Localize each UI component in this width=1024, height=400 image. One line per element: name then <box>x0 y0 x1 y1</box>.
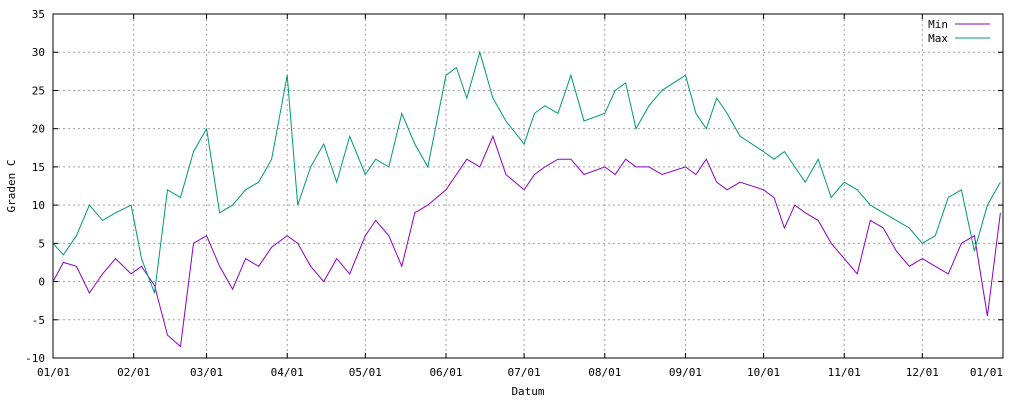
x-tick-label: 09/01 <box>669 366 702 379</box>
y-axis-ticks: -10 -5 0 5 10 15 20 25 30 35 <box>25 8 1003 365</box>
y-tick-label: 5 <box>38 237 45 250</box>
y-tick-label: 15 <box>32 161 45 174</box>
legend-label-max: Max <box>928 32 948 45</box>
y-tick-label: 25 <box>32 84 45 97</box>
y-tick-label: -5 <box>32 314 45 327</box>
x-axis-label: Datum <box>511 385 544 398</box>
x-tick-label: 08/01 <box>588 366 621 379</box>
series-max-line <box>52 50 1001 294</box>
grid-lines <box>53 14 1003 358</box>
y-tick-label: 0 <box>38 276 45 289</box>
x-tick-label: 01/01 <box>970 366 1003 379</box>
legend-label-min: Min <box>928 18 948 31</box>
y-tick-label: 20 <box>32 123 45 136</box>
y-tick-label: 10 <box>32 199 45 212</box>
series-min-line <box>52 134 1001 348</box>
x-axis-ticks: 01/01 02/01 03/01 04/01 05/01 06/01 07/01 08/01… <box>37 14 1004 379</box>
series-lines <box>52 50 1001 348</box>
x-tick-label: 11/01 <box>828 366 861 379</box>
y-tick-label: -10 <box>25 352 45 365</box>
x-tick-label: 01/01 <box>37 366 70 379</box>
y-axis-label: Graden C <box>5 160 18 213</box>
x-tick-label: 02/01 <box>117 366 150 379</box>
x-tick-label: 12/01 <box>906 366 939 379</box>
y-tick-label: 30 <box>32 46 45 59</box>
x-tick-label: 04/01 <box>271 366 304 379</box>
x-tick-label: 10/01 <box>747 366 780 379</box>
x-tick-label: 03/01 <box>190 366 223 379</box>
x-tick-label: 07/01 <box>508 366 541 379</box>
x-tick-label: 06/01 <box>429 366 462 379</box>
x-tick-label: 05/01 <box>349 366 382 379</box>
plot-frame <box>52 13 1004 359</box>
y-tick-label: 35 <box>32 8 45 21</box>
